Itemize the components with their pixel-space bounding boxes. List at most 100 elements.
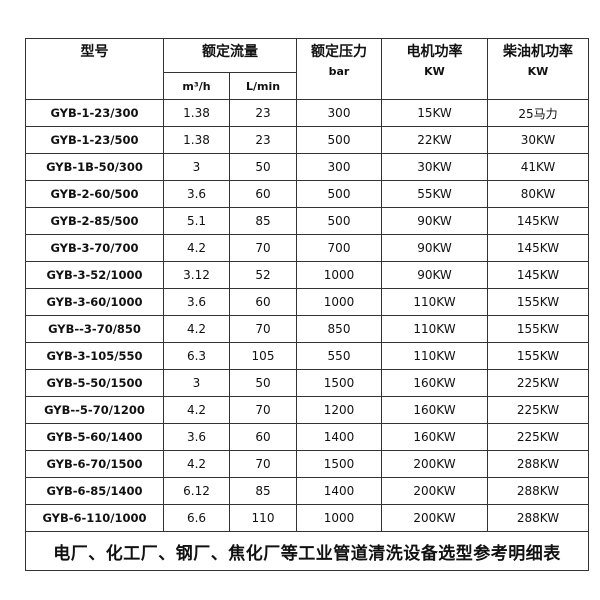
header-diesel-unit: KW <box>527 65 549 78</box>
pressure-cell: 1500 <box>296 369 382 397</box>
table-row: GYB-6-70/1500 4.2 70 1500 200KW 288KW <box>25 450 589 478</box>
flow-m3h-cell: 1.38 <box>163 99 230 127</box>
header-pressure-unit: bar <box>328 65 350 78</box>
diesel-power-cell: 30KW <box>487 126 589 154</box>
table-row: GYB-3-105/550 6.3 105 550 110KW 155KW <box>25 342 589 370</box>
flow-lmin-cell: 60 <box>229 423 297 451</box>
flow-lmin-cell: 50 <box>229 369 297 397</box>
model-cell: GYB-3-70/700 <box>25 234 164 262</box>
table-row: GYB-2-85/500 5.1 85 500 90KW 145KW <box>25 207 589 235</box>
flow-m3h-cell: 4.2 <box>163 450 230 478</box>
header-motor-power: 电机功率 KW <box>381 38 488 100</box>
flow-m3h-cell: 6.6 <box>163 504 230 532</box>
table-caption: 电厂、化工厂、钢厂、焦化厂等工业管道清洗设备选型参考明细表 <box>25 531 589 571</box>
model-cell: GYB-3-52/1000 <box>25 261 164 289</box>
diesel-power-cell: 155KW <box>487 315 589 343</box>
motor-power-cell: 160KW <box>381 369 488 397</box>
pressure-cell: 500 <box>296 180 382 208</box>
table-row: GYB-2-60/500 3.6 60 500 55KW 80KW <box>25 180 589 208</box>
model-cell: GYB--3-70/850 <box>25 315 164 343</box>
pressure-cell: 850 <box>296 315 382 343</box>
flow-lmin-cell: 23 <box>229 126 297 154</box>
model-cell: GYB-2-60/500 <box>25 180 164 208</box>
table-row: GYB--3-70/850 4.2 70 850 110KW 155KW <box>25 315 589 343</box>
pressure-cell: 500 <box>296 126 382 154</box>
header-motor-unit: KW <box>424 65 445 78</box>
model-cell: GYB--5-70/1200 <box>25 396 164 424</box>
flow-lmin-cell: 60 <box>229 288 297 316</box>
motor-power-cell: 22KW <box>381 126 488 154</box>
table-row: GYB-1-23/300 1.38 23 300 15KW 25马力 <box>25 99 589 127</box>
model-cell: GYB-1B-50/300 <box>25 153 164 181</box>
table-row: GYB-6-85/1400 6.12 85 1400 200KW 288KW <box>25 477 589 505</box>
flow-lmin-cell: 70 <box>229 450 297 478</box>
motor-power-cell: 30KW <box>381 153 488 181</box>
diesel-power-cell: 225KW <box>487 423 589 451</box>
model-cell: GYB-3-60/1000 <box>25 288 164 316</box>
pressure-cell: 300 <box>296 99 382 127</box>
header-diesel-label: 柴油机功率 <box>503 44 573 60</box>
header-pressure-label: 额定压力 <box>311 44 367 60</box>
diesel-power-cell: 288KW <box>487 450 589 478</box>
table-row: GYB-3-60/1000 3.6 60 1000 110KW 155KW <box>25 288 589 316</box>
diesel-power-cell: 145KW <box>487 207 589 235</box>
diesel-power-cell: 288KW <box>487 477 589 505</box>
pressure-cell: 1000 <box>296 504 382 532</box>
model-cell: GYB-1-23/500 <box>25 126 164 154</box>
diesel-power-cell: 25马力 <box>487 99 589 127</box>
motor-power-cell: 200KW <box>381 504 488 532</box>
flow-lmin-cell: 85 <box>229 477 297 505</box>
motor-power-cell: 55KW <box>381 180 488 208</box>
flow-m3h-cell: 1.38 <box>163 126 230 154</box>
motor-power-cell: 160KW <box>381 396 488 424</box>
table-row: GYB-1B-50/300 3 50 300 30KW 41KW <box>25 153 589 181</box>
flow-m3h-cell: 3.12 <box>163 261 230 289</box>
flow-lmin-cell: 60 <box>229 180 297 208</box>
flow-m3h-cell: 3 <box>163 369 230 397</box>
flow-m3h-cell: 4.2 <box>163 396 230 424</box>
header-pressure: 额定压力 bar <box>296 38 382 100</box>
motor-power-cell: 90KW <box>381 234 488 262</box>
flow-m3h-cell: 6.12 <box>163 477 230 505</box>
diesel-power-cell: 155KW <box>487 342 589 370</box>
flow-m3h-cell: 3.6 <box>163 423 230 451</box>
table-row: GYB-6-110/1000 6.6 110 1000 200KW 288KW <box>25 504 589 532</box>
flow-m3h-cell: 3.6 <box>163 288 230 316</box>
model-cell: GYB-2-85/500 <box>25 207 164 235</box>
header-flow-m3h: m³/h <box>163 72 230 100</box>
flow-lmin-cell: 70 <box>229 315 297 343</box>
diesel-power-cell: 288KW <box>487 504 589 532</box>
flow-m3h-cell: 4.2 <box>163 234 230 262</box>
flow-m3h-cell: 4.2 <box>163 315 230 343</box>
diesel-power-cell: 155KW <box>487 288 589 316</box>
motor-power-cell: 110KW <box>381 288 488 316</box>
pressure-cell: 300 <box>296 153 382 181</box>
table-row: GYB-5-50/1500 3 50 1500 160KW 225KW <box>25 369 589 397</box>
flow-m3h-cell: 5.1 <box>163 207 230 235</box>
flow-m3h-cell: 3.6 <box>163 180 230 208</box>
flow-lmin-cell: 70 <box>229 234 297 262</box>
flow-m3h-cell: 3 <box>163 153 230 181</box>
pressure-cell: 1000 <box>296 261 382 289</box>
pressure-cell: 1400 <box>296 423 382 451</box>
diesel-power-cell: 145KW <box>487 234 589 262</box>
table-row: GYB-1-23/500 1.38 23 500 22KW 30KW <box>25 126 589 154</box>
flow-m3h-cell: 6.3 <box>163 342 230 370</box>
table-row: GYB-5-60/1400 3.6 60 1400 160KW 225KW <box>25 423 589 451</box>
model-cell: GYB-3-105/550 <box>25 342 164 370</box>
model-cell: GYB-1-23/300 <box>25 99 164 127</box>
diesel-power-cell: 41KW <box>487 153 589 181</box>
diesel-power-cell: 145KW <box>487 261 589 289</box>
pressure-cell: 550 <box>296 342 382 370</box>
motor-power-cell: 110KW <box>381 315 488 343</box>
table-row: GYB-3-70/700 4.2 70 700 90KW 145KW <box>25 234 589 262</box>
model-cell: GYB-6-70/1500 <box>25 450 164 478</box>
motor-power-cell: 200KW <box>381 450 488 478</box>
model-cell: GYB-6-85/1400 <box>25 477 164 505</box>
header-flow: 额定流量 <box>163 38 297 73</box>
flow-lmin-cell: 110 <box>229 504 297 532</box>
spec-table: 型号 额定流量 额定压力 bar 电机功率 KW 柴油机功率 KW m³/h L/mi… <box>25 38 589 571</box>
header-flow-lmin: L/min <box>229 72 297 100</box>
header-diesel-power: 柴油机功率 KW <box>487 38 589 100</box>
pressure-cell: 1200 <box>296 396 382 424</box>
